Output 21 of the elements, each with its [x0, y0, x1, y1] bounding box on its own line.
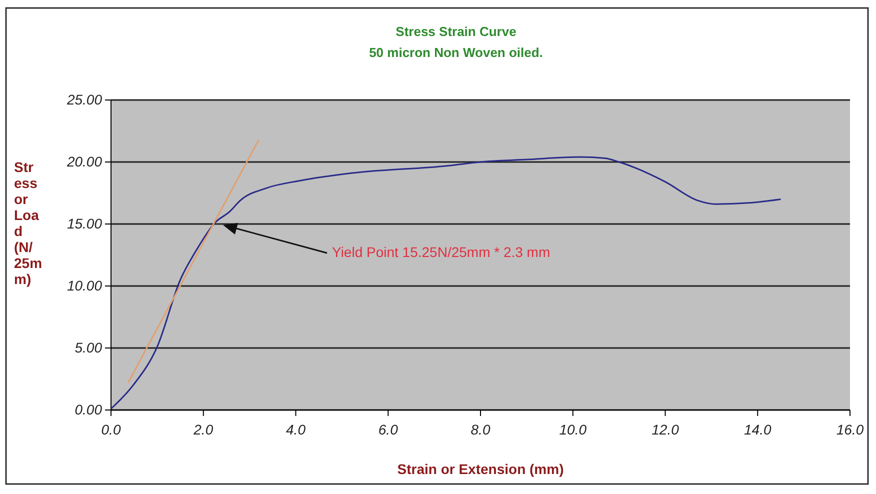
y-tick-label: 10.00 [66, 277, 102, 294]
annotation: Yield Point 15.25N/25mm * 2.3 mm [332, 244, 550, 260]
y-tick-label: 0.00 [74, 401, 102, 418]
y-tick-label: 5.00 [74, 339, 102, 356]
x-tick-label: 8.0 [470, 421, 490, 438]
y-tick-label: 25.00 [66, 91, 102, 108]
x-tick-label: 14.0 [744, 421, 772, 438]
x-tick-label: 12.0 [652, 421, 680, 438]
line-series [110, 156, 782, 410]
x-tick-label: 0.0 [101, 421, 121, 438]
x-tick-label: 16.0 [836, 421, 864, 438]
x-tick-label: 10.0 [559, 421, 587, 438]
x-tick-label: 4.0 [286, 421, 306, 438]
x-tick-label: 2.0 [192, 421, 214, 438]
y-tick-label: 15.00 [66, 215, 102, 232]
y-axis-title: Stress or Load (N/25mm) [14, 159, 42, 287]
x-axis-title: Strain or Extension (mm) [397, 461, 564, 477]
y-tick-label: 20.00 [66, 153, 102, 170]
chart-subtitle: 50 micron Non Woven oiled. [369, 45, 543, 60]
x-tick-label: 6.0 [378, 421, 398, 438]
chart-title: Stress Strain Curve [396, 24, 516, 39]
